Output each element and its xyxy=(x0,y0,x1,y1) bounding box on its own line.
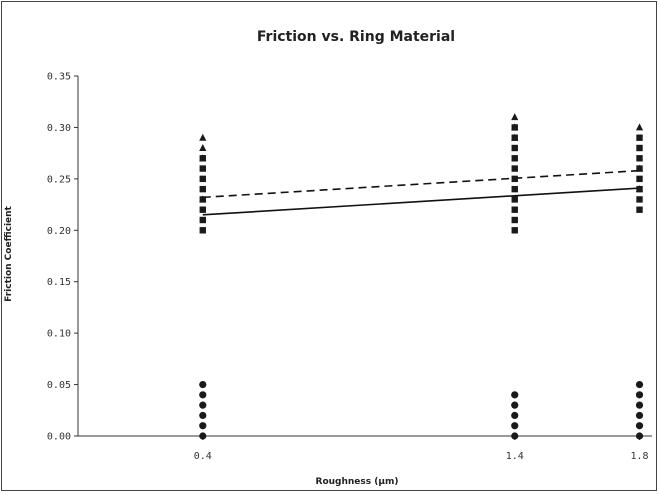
circle-marker xyxy=(635,432,644,440)
circle-marker xyxy=(635,411,644,420)
square-marker xyxy=(511,165,518,172)
triangle-marker xyxy=(635,123,644,131)
square-marker xyxy=(199,155,206,162)
y-tick-label: 0.35 xyxy=(47,72,71,83)
x-axis-label: Roughness (µm) xyxy=(316,477,399,487)
triangle-marker xyxy=(199,144,207,151)
square-marker xyxy=(636,144,643,152)
square-marker xyxy=(636,175,643,183)
chart-title: Friction vs. Ring Material xyxy=(257,29,455,45)
square-marker xyxy=(636,155,643,162)
square-marker xyxy=(636,165,643,172)
circle-marker xyxy=(635,391,644,399)
square-marker xyxy=(511,227,518,234)
square-marker xyxy=(199,216,206,224)
dashed-trend-line xyxy=(202,169,640,199)
square-marker xyxy=(511,124,518,131)
square-marker xyxy=(636,185,643,193)
square-marker xyxy=(199,175,206,183)
x-tick-label: 0.4 xyxy=(194,451,212,462)
y-tick-label: 0.05 xyxy=(47,380,71,391)
square-marker xyxy=(199,206,206,213)
square-marker xyxy=(511,206,518,213)
y-tick-label: 0.25 xyxy=(47,174,71,185)
circle-marker xyxy=(635,401,644,409)
y-tick-label: 0.10 xyxy=(47,329,71,340)
square-marker xyxy=(511,155,518,162)
x-tick-label: 1.4 xyxy=(506,451,524,462)
circle-marker xyxy=(511,401,519,409)
circle-marker xyxy=(199,422,207,430)
plot-area: 0.00 0.05 0.10 0.15 0.20 0.25 0.30 0.35 0.4 1.4 1.… xyxy=(47,72,652,462)
square-marker xyxy=(511,196,518,203)
circle-marker xyxy=(511,391,519,399)
square-marker xyxy=(636,134,643,141)
circle-marker xyxy=(199,380,207,389)
square-marker xyxy=(199,196,206,203)
circle-marker xyxy=(635,422,644,430)
circle-marker xyxy=(511,422,519,430)
square-marker xyxy=(511,216,518,224)
square-marker xyxy=(199,165,206,172)
triangle-marker xyxy=(199,133,207,141)
circle-marker xyxy=(199,401,207,409)
y-tick-label: 0.15 xyxy=(47,277,71,288)
y-tick-label: 0.30 xyxy=(47,123,71,134)
square-marker xyxy=(511,185,518,193)
square-marker xyxy=(636,196,643,203)
square-marker xyxy=(511,144,518,152)
square-marker xyxy=(636,206,643,213)
y-tick-label: 0.00 xyxy=(47,432,71,443)
circle-marker xyxy=(199,432,207,440)
x-tick-label: 1.8 xyxy=(630,451,648,462)
square-marker xyxy=(511,134,518,141)
circle-marker xyxy=(635,380,644,389)
square-marker xyxy=(511,175,518,183)
circle-marker xyxy=(511,432,519,440)
triangle-marker xyxy=(511,113,519,121)
circle-marker xyxy=(511,411,519,420)
y-tick-label: 0.20 xyxy=(47,226,71,237)
square-marker xyxy=(199,185,206,193)
y-axis-label: Friction Coefficient xyxy=(4,205,14,301)
square-marker xyxy=(199,227,206,234)
circle-marker xyxy=(199,411,207,420)
circle-marker xyxy=(199,391,207,399)
solid-trend-line xyxy=(202,187,640,216)
